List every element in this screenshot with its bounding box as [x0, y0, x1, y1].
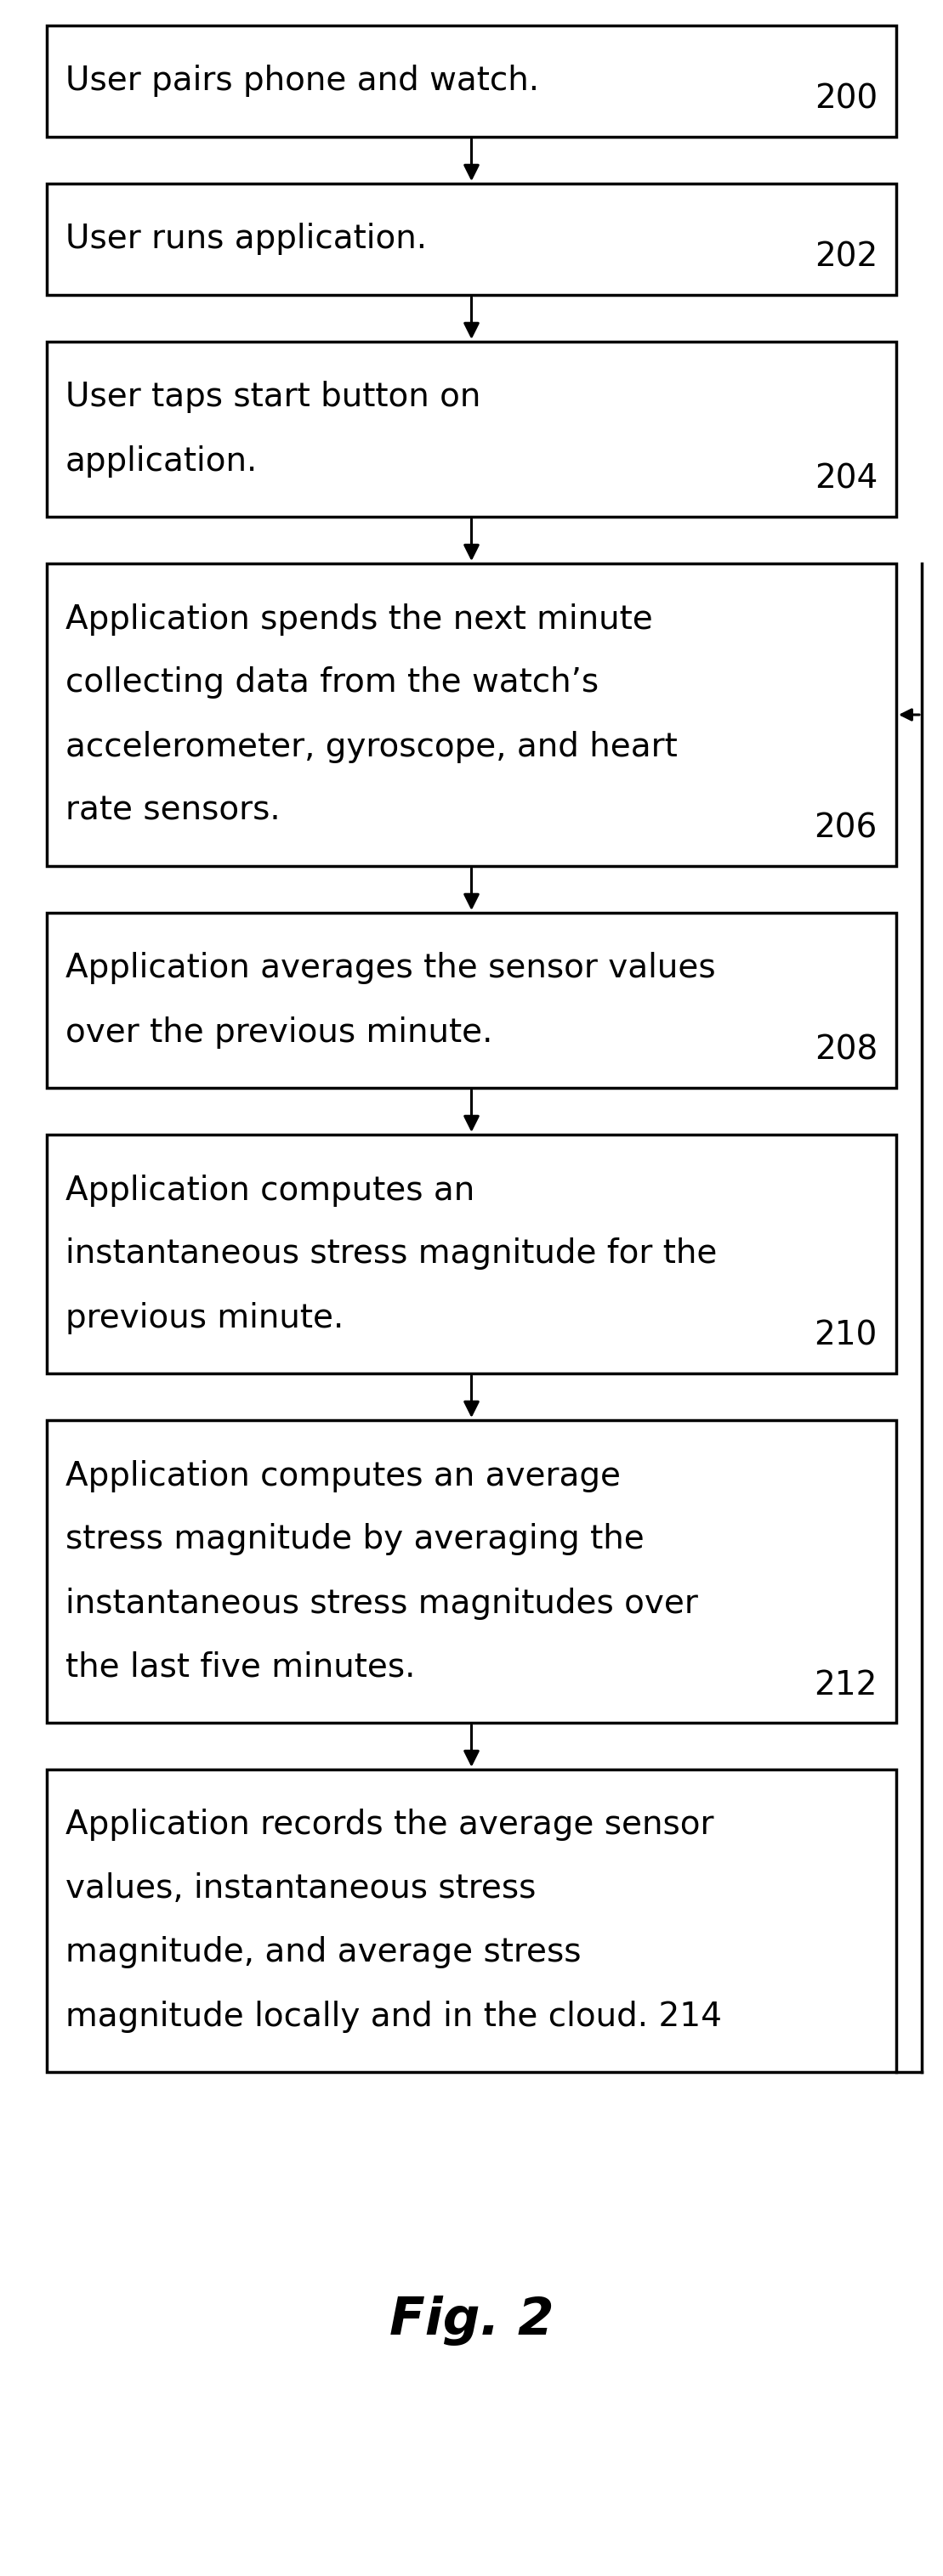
Text: 200: 200 — [815, 82, 878, 116]
Text: accelerometer, gyroscope, and heart: accelerometer, gyroscope, and heart — [65, 732, 677, 762]
Bar — [47, 26, 896, 137]
Text: magnitude locally and in the cloud. 214: magnitude locally and in the cloud. 214 — [65, 1999, 721, 2032]
Text: User runs application.: User runs application. — [65, 224, 427, 255]
Bar — [47, 912, 896, 1087]
Text: 204: 204 — [815, 464, 878, 495]
Text: 210: 210 — [815, 1319, 878, 1352]
Text: 212: 212 — [815, 1669, 878, 1700]
Text: 208: 208 — [815, 1033, 878, 1066]
Text: Application averages the sensor values: Application averages the sensor values — [65, 953, 716, 984]
Text: 202: 202 — [815, 242, 878, 273]
Text: rate sensors.: rate sensors. — [65, 793, 280, 827]
Text: instantaneous stress magnitudes over: instantaneous stress magnitudes over — [65, 1587, 698, 1620]
Text: Application spends the next minute: Application spends the next minute — [65, 603, 653, 636]
Bar — [47, 1770, 896, 2071]
Bar — [47, 183, 896, 294]
Text: magnitude, and average stress: magnitude, and average stress — [65, 1937, 581, 1968]
Text: 206: 206 — [815, 811, 878, 845]
Text: Application computes an average: Application computes an average — [65, 1461, 620, 1492]
Text: values, instantaneous stress: values, instantaneous stress — [65, 1873, 536, 1906]
Text: collecting data from the watch’s: collecting data from the watch’s — [65, 667, 599, 698]
Bar — [47, 343, 896, 518]
Text: stress magnitude by averaging the: stress magnitude by averaging the — [65, 1522, 644, 1556]
Bar — [47, 1133, 896, 1373]
Text: Application records the average sensor: Application records the average sensor — [65, 1808, 714, 1842]
Text: User pairs phone and watch.: User pairs phone and watch. — [65, 64, 539, 98]
Text: instantaneous stress magnitude for the: instantaneous stress magnitude for the — [65, 1239, 717, 1270]
Bar — [47, 1419, 896, 1723]
Text: Application computes an: Application computes an — [65, 1175, 474, 1206]
Text: over the previous minute.: over the previous minute. — [65, 1015, 493, 1048]
Text: application.: application. — [65, 446, 258, 477]
Text: the last five minutes.: the last five minutes. — [65, 1651, 415, 1682]
Text: Fig. 2: Fig. 2 — [389, 2295, 554, 2347]
Text: User taps start button on: User taps start button on — [65, 381, 481, 415]
Bar — [47, 564, 896, 866]
Text: previous minute.: previous minute. — [65, 1301, 344, 1334]
